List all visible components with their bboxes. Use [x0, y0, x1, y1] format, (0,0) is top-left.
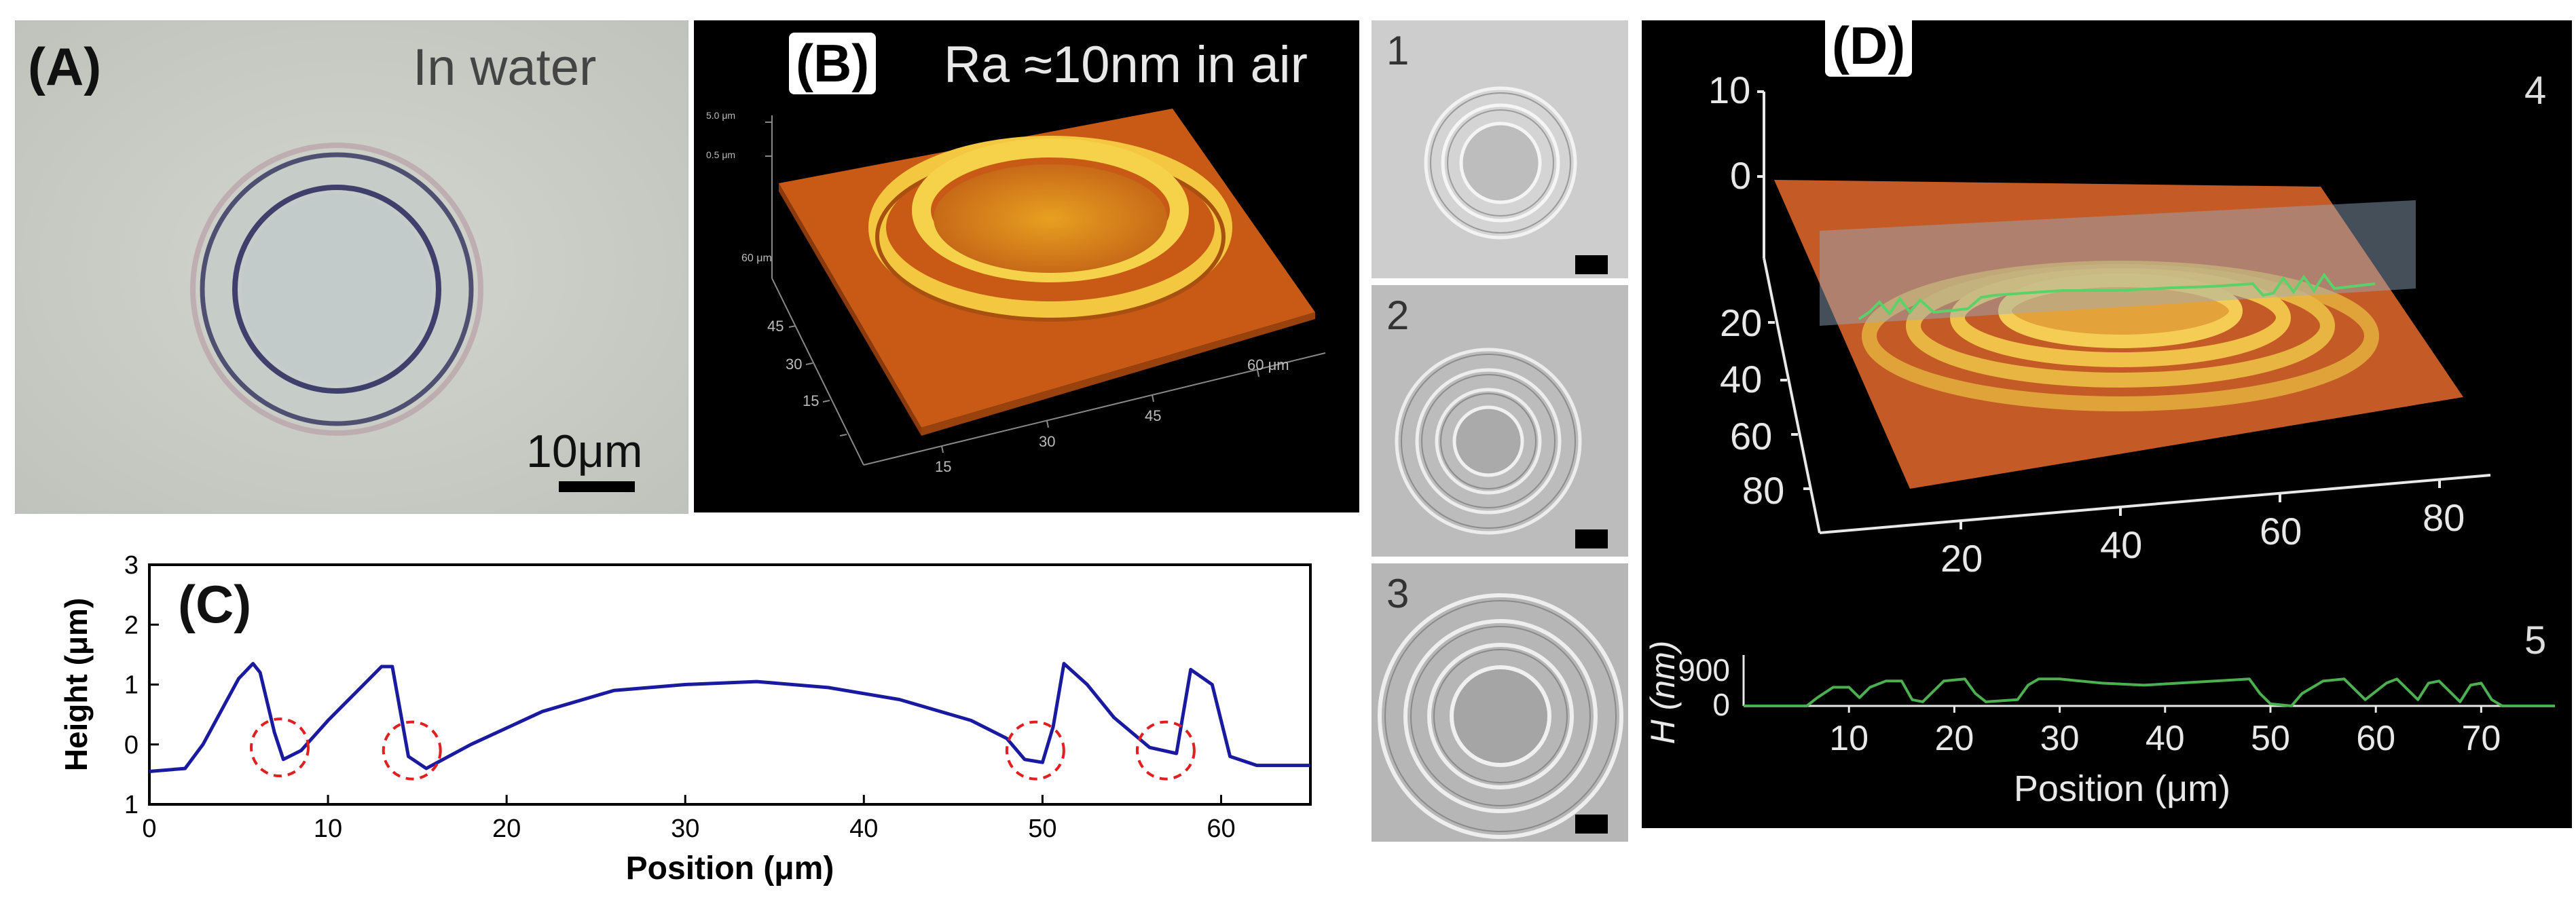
x-tick-1: 15 [935, 458, 952, 475]
microscope-image [16, 21, 688, 513]
profile-x-tick-label: 60 [2356, 719, 2395, 758]
dashed-circle-marker [1135, 720, 1196, 781]
x-axis [863, 352, 1326, 466]
profile-x-tick-label: 70 [2461, 719, 2501, 758]
y-axis [771, 278, 864, 466]
sem-scale-bar-3 [1575, 815, 1608, 834]
y-tick-label: 3 [124, 551, 139, 580]
profile-y-tick-label: 900 [1678, 652, 1730, 688]
d-y-tick-2: 40 [1720, 358, 1763, 400]
panel-d-label: (D) [1825, 20, 1913, 77]
y-tick-label: 0 [124, 731, 139, 760]
d-x-tick-4: 80 [2423, 496, 2465, 539]
height-profile-line [149, 662, 1310, 773]
panel-b-caption: Ra ≈10nm in air [944, 36, 1308, 94]
profile-line [1744, 677, 2555, 707]
profile-x-tick-label: 20 [1934, 719, 1974, 758]
x-tick-label: 30 [671, 815, 699, 843]
panel-b-label: (B) [789, 33, 877, 94]
y-tick-label: 2 [124, 611, 139, 639]
d-y-tick-4: 80 [1742, 469, 1785, 512]
d-x-tick-3: 60 [2260, 510, 2302, 553]
y-tick-2: 45 [767, 318, 784, 335]
profile-x-axis-label: Position (μm) [2014, 768, 2230, 809]
x-tick-label: 0 [142, 815, 156, 843]
panel-d: 10 20 30 40 50 60 70 900 0 H (nm) Position (μm) (D… [1642, 20, 2572, 828]
plot-frame [148, 563, 1312, 806]
y-tick-label: 1 [124, 791, 139, 819]
d-sub-label-4: 4 [2524, 69, 2547, 113]
panel-b: (B) Ra ≈10nm in air 5.0 μm 0.5 μm 60 μm … [694, 20, 1359, 512]
x-tick-label: 50 [1028, 815, 1056, 843]
z-tick-2: 0.5 μm [706, 149, 736, 160]
x-tick-2: 30 [1039, 433, 1056, 450]
afm-central-dome [934, 164, 1167, 273]
scale-bar [559, 481, 635, 492]
panel-a-label: (A) [28, 37, 102, 96]
d-z-tick-2: 0 [1730, 154, 1752, 197]
sem-panel-2-label: 2 [1386, 293, 1410, 338]
scale-bar-label: 10μm [526, 426, 643, 477]
y-tick-1: 60 μm [741, 253, 772, 264]
panel-c-label: (C) [178, 574, 252, 634]
x-tick-label: 10 [314, 815, 342, 843]
sem-panel-3-label: 3 [1386, 571, 1410, 616]
dashed-circle-marker [250, 717, 310, 778]
sem-panel-2: 2 [1372, 285, 1628, 557]
central-disk [242, 194, 432, 384]
y-tick-3: 30 [786, 356, 803, 373]
dashed-circle-marker [1005, 720, 1065, 781]
profile-y-axis-label: H (nm) [1644, 641, 1682, 745]
slice-profile-line [1858, 272, 2376, 320]
x-tick-label: 60 [1207, 815, 1235, 843]
d-x-axis [1819, 474, 2491, 534]
dashed-circle-marker [382, 720, 442, 781]
panel-c: 0 10 20 30 40 50 60 1 0 1 2 3 Position (μm) Height (μ… [0, 536, 1358, 910]
profile-x-tick-label: 30 [2040, 719, 2080, 758]
outer-halo-ring [190, 143, 483, 436]
afm-3d-plot [1757, 90, 2491, 534]
afm-surface-plot [765, 109, 1326, 466]
d-y-tick-1: 20 [1720, 301, 1763, 344]
d-y-axis [1763, 257, 1821, 534]
x-tick-label: 20 [492, 815, 521, 843]
sem-panel-3: 3 [1372, 563, 1628, 842]
d-y-tick-3: 60 [1730, 415, 1773, 458]
sem-panel-1-label: 1 [1386, 28, 1410, 73]
d-sub-label-5: 5 [2524, 618, 2547, 662]
y-tick-4: 15 [803, 392, 820, 409]
d-x-tick-1: 20 [1940, 537, 1983, 580]
panel-a: (A) In water 10μm [15, 20, 688, 514]
profile-x-tick-label: 40 [2146, 719, 2185, 758]
profile-x-tick-label: 50 [2251, 719, 2290, 758]
sem-image-2 [1372, 285, 1628, 557]
x-axis-label: Position (μm) [626, 851, 834, 886]
y-axis-label: Height (μm) [58, 598, 94, 772]
d-ring-1 [1998, 274, 2243, 348]
z-tick-1: 5.0 μm [706, 110, 736, 121]
sem-scale-bar-1 [1575, 255, 1608, 274]
sem-panel-1: 1 [1372, 20, 1628, 278]
x-tick-4: 60 μm [1247, 356, 1289, 373]
profile-x-tick-label: 10 [1829, 719, 1869, 758]
y-tick-label: 1 [124, 671, 139, 700]
x-tick-label: 40 [849, 815, 878, 843]
d-x-tick-2: 40 [2100, 523, 2143, 566]
sem-scale-bar-2 [1575, 529, 1608, 548]
sem-image-3 [1372, 563, 1628, 842]
d-z-tick-1: 10 [1708, 69, 1751, 111]
x-tick-3: 45 [1145, 407, 1162, 424]
panel-a-caption: In water [413, 39, 597, 96]
sem-image-1 [1372, 20, 1628, 278]
profile-y-tick-label: 0 [1712, 687, 1730, 722]
